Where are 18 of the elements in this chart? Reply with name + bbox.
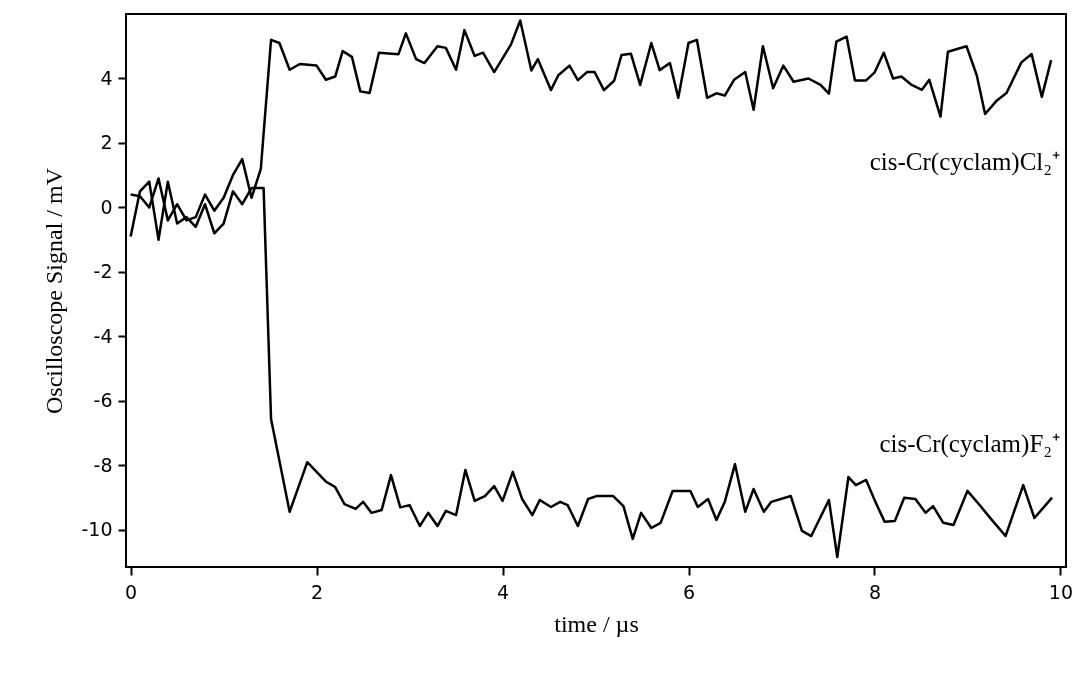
y-tick-label: -2: [93, 260, 113, 283]
x-tick-label: 4: [497, 580, 510, 603]
x-tick-label: 10: [1048, 580, 1074, 603]
x-tick-label: 8: [868, 580, 882, 603]
y-tick-label: -6: [93, 389, 113, 412]
series-label: cis-Cr(cyclam)F₂⁺: [879, 430, 1060, 459]
y-tick-label: -4: [93, 324, 113, 347]
y-tick-label: 4: [100, 66, 113, 89]
y-tick-label: 0: [100, 195, 113, 218]
y-tick-label: 2: [100, 131, 113, 154]
x-tick-label: 2: [311, 580, 324, 603]
y-tick-label: -8: [93, 453, 113, 476]
y-axis-title: Oscilloscope Signal / mV: [41, 167, 68, 414]
x-tick-label: 0: [125, 580, 138, 603]
x-axis-title: time / µs: [554, 610, 639, 637]
y-tick-label: -10: [81, 518, 113, 541]
text: cis-Cr(cyclam)Cl₂⁺: [869, 147, 1060, 176]
x-tick-label: 6: [682, 580, 696, 603]
